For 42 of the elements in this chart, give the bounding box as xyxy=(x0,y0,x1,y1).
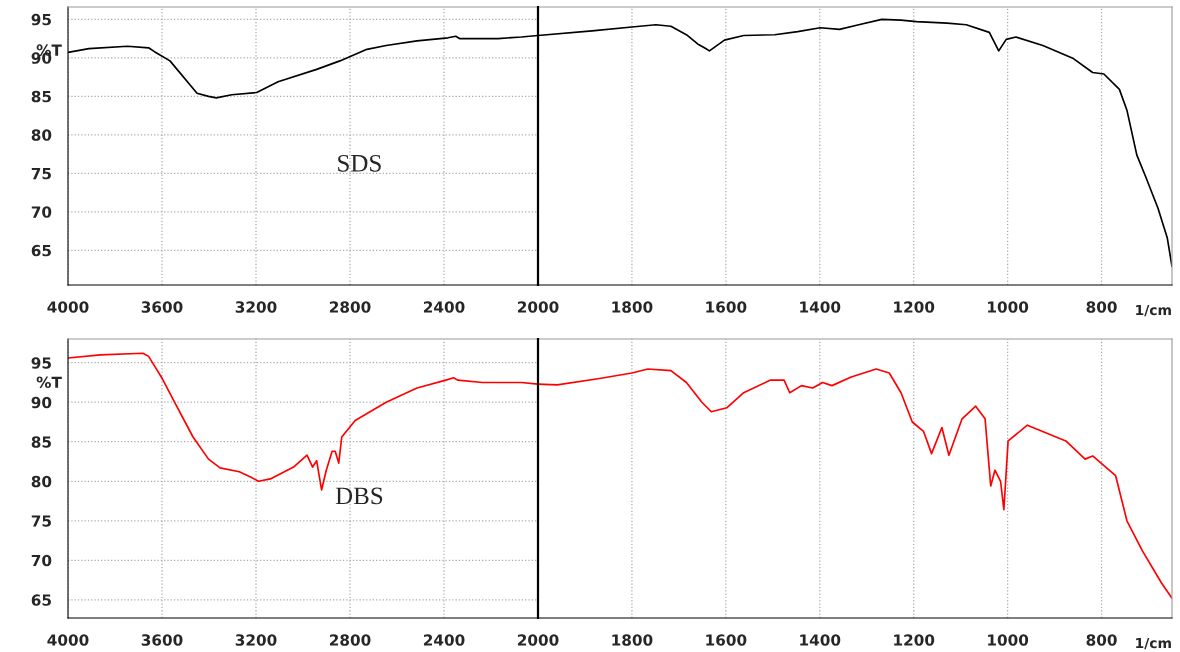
x-tick-label: 1800 xyxy=(612,301,653,313)
x-tick-label: 2800 xyxy=(329,301,371,313)
x-tick-label: 3200 xyxy=(235,634,277,646)
x-tick-label: 1200 xyxy=(894,634,935,646)
x-tick-label: 1200 xyxy=(894,301,935,313)
y-tick-label: 90 xyxy=(31,396,52,409)
x-tick-label: 3600 xyxy=(141,634,183,646)
x-tick-label: 1600 xyxy=(706,301,747,313)
x-tick-label: 2000 xyxy=(517,634,559,646)
x-tick-label: 2800 xyxy=(329,634,371,646)
x-tick-label: 1000 xyxy=(988,301,1029,313)
y-tick-label: 95 xyxy=(31,357,51,369)
x-tick-label: 4000 xyxy=(47,634,89,646)
x-tick-label: 1400 xyxy=(800,634,841,646)
y-tick-label: 85 xyxy=(31,90,51,103)
y-tick-label: 85 xyxy=(31,436,51,448)
x-tick-label: 4000 xyxy=(47,301,89,313)
x-tick-label: 800 xyxy=(1086,301,1117,313)
y-tick-label: 70 xyxy=(31,206,52,218)
y-tick-label: 70 xyxy=(31,554,52,567)
y-tick-label: 75 xyxy=(31,168,51,180)
y-tick-label: 80 xyxy=(31,475,52,488)
annotation: DBS xyxy=(335,487,383,505)
x-tick-label: 800 xyxy=(1086,634,1117,646)
y-tick-label: 80 xyxy=(31,129,52,141)
x-tick-label: 1400 xyxy=(800,301,841,313)
y-tick-label: 75 xyxy=(31,515,51,527)
y-tick-label: 65 xyxy=(31,244,51,257)
x-axis-title: 1/cm xyxy=(1136,637,1171,650)
y-tick-label: 65 xyxy=(31,594,51,606)
x-tick-label: 3200 xyxy=(235,301,277,313)
x-tick-label: 2000 xyxy=(517,301,559,313)
x-tick-label: 1600 xyxy=(706,634,747,646)
x-axis-title: 1/cm xyxy=(1136,304,1171,317)
x-tick-label: 1800 xyxy=(612,634,653,646)
y-tick-label: 95 xyxy=(31,13,51,26)
y-axis-title: %T xyxy=(36,376,62,389)
x-tick-label: 1000 xyxy=(988,634,1029,646)
x-tick-label: 3600 xyxy=(141,301,183,313)
x-tick-label: 2400 xyxy=(423,301,465,313)
annotation: SDS xyxy=(338,154,381,172)
x-tick-label: 2400 xyxy=(423,634,465,646)
